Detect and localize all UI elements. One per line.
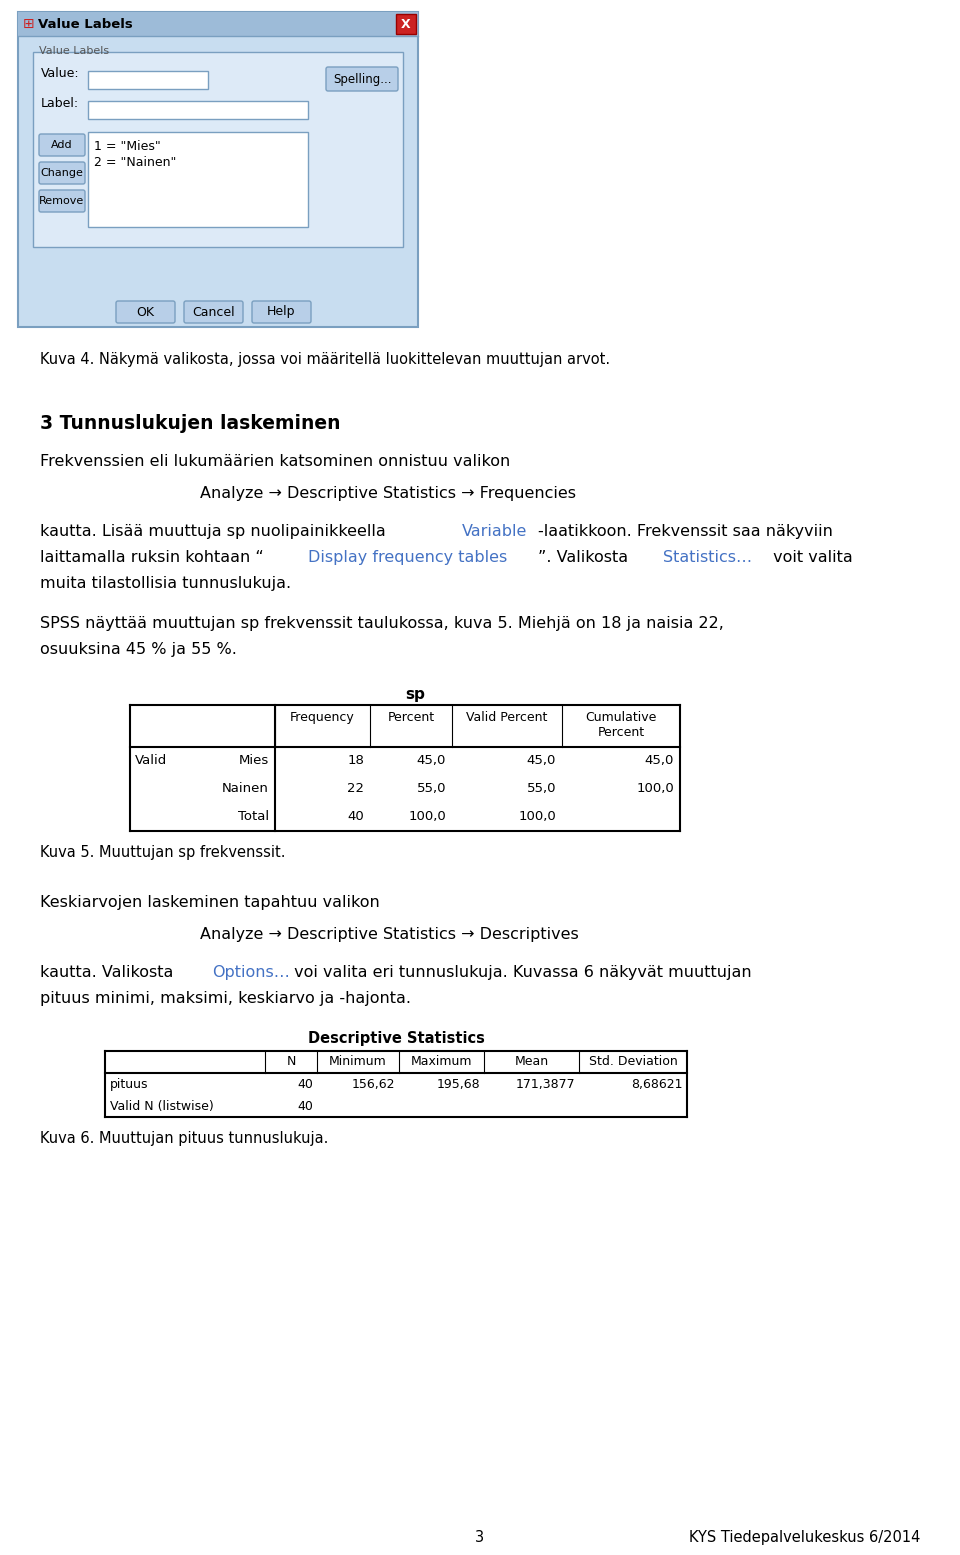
Text: Display frequency tables: Display frequency tables <box>308 550 508 564</box>
Text: Statistics…: Statistics… <box>663 550 752 564</box>
Text: Analyze → Descriptive Statistics → Frequencies: Analyze → Descriptive Statistics → Frequ… <box>200 487 576 501</box>
Text: 171,3877: 171,3877 <box>516 1078 575 1092</box>
Text: 195,68: 195,68 <box>437 1078 480 1092</box>
Text: Change: Change <box>40 168 84 177</box>
Bar <box>18 12 418 36</box>
FancyBboxPatch shape <box>39 162 85 183</box>
Text: Valid: Valid <box>135 754 167 767</box>
Text: 55,0: 55,0 <box>417 782 446 795</box>
Bar <box>88 132 308 227</box>
Text: 40: 40 <box>298 1078 313 1092</box>
Text: Value:: Value: <box>41 67 80 79</box>
Text: Keskiarvojen laskeminen tapahtuu valikon: Keskiarvojen laskeminen tapahtuu valikon <box>40 896 380 910</box>
Text: Frekvenssien eli lukumäärien katsominen onnistuu valikon: Frekvenssien eli lukumäärien katsominen … <box>40 454 511 470</box>
Text: 40: 40 <box>348 810 364 823</box>
Text: Kuva 6. Muuttujan pituus tunnuslukuja.: Kuva 6. Muuttujan pituus tunnuslukuja. <box>40 1130 328 1146</box>
Text: Maximum: Maximum <box>411 1054 472 1068</box>
FancyBboxPatch shape <box>184 302 243 323</box>
Text: Percent: Percent <box>388 711 435 725</box>
Text: pituus minimi, maksimi, keskiarvo ja -hajonta.: pituus minimi, maksimi, keskiarvo ja -ha… <box>40 991 411 1006</box>
Text: 3: 3 <box>475 1530 485 1546</box>
Text: Nainen: Nainen <box>222 782 269 795</box>
Text: muita tilastollisia tunnuslukuja.: muita tilastollisia tunnuslukuja. <box>40 575 291 591</box>
Text: OK: OK <box>136 305 155 319</box>
Text: 156,62: 156,62 <box>351 1078 395 1092</box>
FancyBboxPatch shape <box>326 67 398 92</box>
Text: pituus: pituus <box>110 1078 149 1092</box>
Text: 8,68621: 8,68621 <box>632 1078 683 1092</box>
Text: 22: 22 <box>347 782 364 795</box>
FancyBboxPatch shape <box>252 302 311 323</box>
Bar <box>33 51 403 247</box>
Text: 100,0: 100,0 <box>636 782 674 795</box>
Text: 45,0: 45,0 <box>527 754 556 767</box>
Text: Frequency: Frequency <box>290 711 355 725</box>
Text: Label:: Label: <box>41 96 79 110</box>
Text: N: N <box>286 1054 296 1068</box>
Bar <box>88 101 308 120</box>
Text: Options…: Options… <box>212 966 290 980</box>
Text: Valid Percent: Valid Percent <box>467 711 548 725</box>
Text: -laatikkoon. Frekvenssit saa näkyviin: -laatikkoon. Frekvenssit saa näkyviin <box>539 524 833 540</box>
Text: Value Labels: Value Labels <box>39 47 109 56</box>
Text: Mean: Mean <box>515 1054 548 1068</box>
Text: osuuksina 45 % ja 55 %.: osuuksina 45 % ja 55 %. <box>40 642 237 658</box>
Text: Add: Add <box>51 140 73 149</box>
Bar <box>396 14 416 34</box>
Text: 2 = "Nainen": 2 = "Nainen" <box>94 156 177 169</box>
Text: Value Labels: Value Labels <box>38 17 132 31</box>
Text: laittamalla ruksin kohtaan “: laittamalla ruksin kohtaan “ <box>40 550 264 564</box>
Text: 100,0: 100,0 <box>408 810 446 823</box>
Text: sp: sp <box>405 687 425 701</box>
Text: SPSS näyttää muuttujan sp frekvenssit taulukossa, kuva 5. Miehjä on 18 ja naisia: SPSS näyttää muuttujan sp frekvenssit ta… <box>40 616 724 631</box>
Text: 45,0: 45,0 <box>644 754 674 767</box>
FancyBboxPatch shape <box>116 302 175 323</box>
Text: Valid N (listwise): Valid N (listwise) <box>110 1099 214 1113</box>
Text: Descriptive Statistics: Descriptive Statistics <box>307 1031 485 1047</box>
Text: Help: Help <box>267 305 296 319</box>
Text: 40: 40 <box>298 1099 313 1113</box>
Text: Variable: Variable <box>462 524 527 540</box>
FancyBboxPatch shape <box>39 190 85 211</box>
Bar <box>18 12 418 327</box>
Text: voit valita: voit valita <box>768 550 853 564</box>
Text: kautta. Lisää muuttuja sp nuolipainikkeella: kautta. Lisää muuttuja sp nuolipainikkee… <box>40 524 391 540</box>
Text: Kuva 4. Näkymä valikosta, jossa voi määritellä luokittelevan muuttujan arvot.: Kuva 4. Näkymä valikosta, jossa voi määr… <box>40 351 611 367</box>
Text: Remove: Remove <box>39 196 84 205</box>
Text: Analyze → Descriptive Statistics → Descriptives: Analyze → Descriptive Statistics → Descr… <box>200 927 579 942</box>
Text: ”. Valikosta: ”. Valikosta <box>539 550 634 564</box>
Text: kautta. Valikosta: kautta. Valikosta <box>40 966 179 980</box>
Text: Cumulative
Percent: Cumulative Percent <box>586 711 657 739</box>
Text: 18: 18 <box>348 754 364 767</box>
Text: 3 Tunnuslukujen laskeminen: 3 Tunnuslukujen laskeminen <box>40 414 341 432</box>
Text: Minimum: Minimum <box>329 1054 387 1068</box>
Text: Cancel: Cancel <box>192 305 235 319</box>
FancyBboxPatch shape <box>39 134 85 156</box>
Text: KYS Tiedepalvelukeskus 6/2014: KYS Tiedepalvelukeskus 6/2014 <box>688 1530 920 1546</box>
Bar <box>88 72 208 89</box>
Text: ⊞: ⊞ <box>23 17 35 31</box>
Text: 45,0: 45,0 <box>417 754 446 767</box>
Text: Kuva 5. Muuttujan sp frekvenssit.: Kuva 5. Muuttujan sp frekvenssit. <box>40 844 285 860</box>
Text: Std. Deviation: Std. Deviation <box>588 1054 678 1068</box>
Text: 100,0: 100,0 <box>518 810 556 823</box>
Text: 1 = "Mies": 1 = "Mies" <box>94 140 160 152</box>
Text: 55,0: 55,0 <box>526 782 556 795</box>
Text: X: X <box>401 17 411 31</box>
Text: Total: Total <box>238 810 269 823</box>
Text: Mies: Mies <box>239 754 269 767</box>
Text: voi valita eri tunnuslukuja. Kuvassa 6 näkyvät muuttujan: voi valita eri tunnuslukuja. Kuvassa 6 n… <box>289 966 752 980</box>
Text: Spelling...: Spelling... <box>333 73 392 86</box>
